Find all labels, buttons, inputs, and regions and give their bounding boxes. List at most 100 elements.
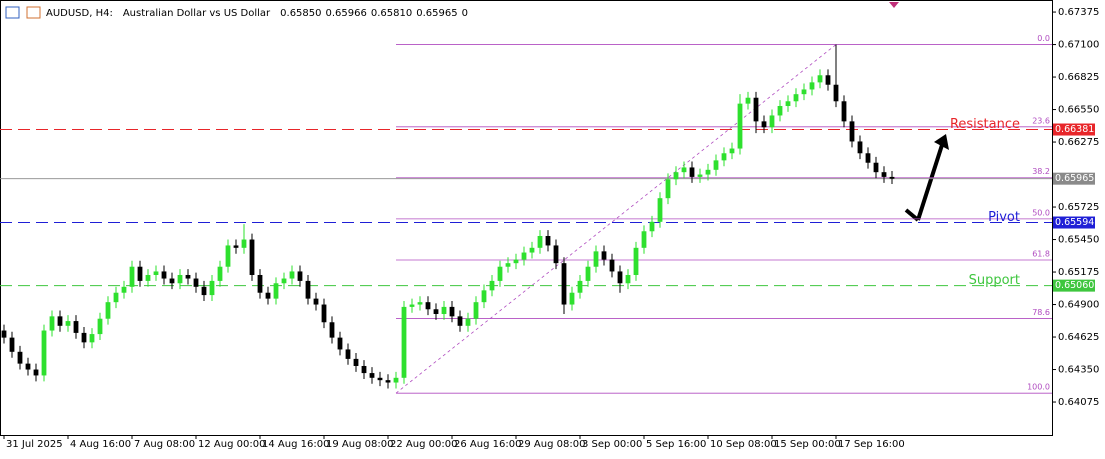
fib-level-label: 100.0 [1027, 383, 1050, 392]
ohlc-high: 0.65966 [326, 8, 367, 19]
fib-level-label: 61.8 [1032, 249, 1050, 258]
x-tick-label: 5 Sep 16:00 [646, 439, 706, 450]
candle-body [729, 148, 735, 154]
candle-body [865, 153, 871, 163]
header-extra: 0 [462, 8, 468, 19]
candle-body [473, 302, 479, 319]
price-box [1053, 279, 1095, 292]
fib-level-label: 78.6 [1032, 308, 1050, 317]
y-tick-label: 0.67100 [1058, 40, 1099, 51]
level-name: Resistance [950, 117, 1020, 132]
icon [5, 6, 20, 19]
candle-body [753, 97, 759, 122]
candle-body [273, 283, 279, 299]
candle-body [841, 101, 847, 122]
candle-body [161, 271, 167, 279]
candle-body [65, 321, 71, 326]
candle-body [57, 316, 63, 326]
candle-body [385, 380, 391, 383]
candle-body [641, 231, 647, 248]
candle-body [625, 274, 631, 284]
candle-body [417, 302, 423, 305]
candle-body [785, 101, 791, 107]
candle-body [649, 221, 655, 232]
candle-body [585, 266, 591, 281]
candle-body [713, 160, 719, 170]
y-tick-label: 0.64625 [1058, 332, 1099, 343]
candle-body [353, 358, 359, 366]
candle-body [505, 263, 511, 267]
x-tick-label: 15 Sep 00:00 [774, 439, 841, 450]
marker [889, 2, 899, 8]
price-box-label: 0.65594 [1055, 217, 1094, 228]
candle-body [409, 304, 415, 307]
y-tick-label: 0.65725 [1058, 202, 1099, 213]
arrow-stem [916, 144, 944, 221]
candle-body [689, 167, 695, 177]
level-name: Support [969, 273, 1020, 288]
level-name: Pivot [988, 210, 1020, 225]
x-tick-label: 4 Aug 16:00 [70, 439, 131, 450]
candle-body [601, 251, 607, 260]
candle-body [497, 266, 503, 281]
candle-body [569, 292, 575, 305]
candle-body [17, 351, 23, 364]
candle-body [553, 245, 559, 264]
x-tick-label: 14 Aug 16:00 [262, 439, 329, 450]
description: Australian Dollar vs US Dollar [123, 8, 271, 19]
price-box-label: 0.65060 [1055, 280, 1094, 291]
fib-level-label: 23.6 [1032, 116, 1050, 125]
arrow-head [934, 134, 949, 150]
candle-body [425, 302, 431, 310]
candle-body [89, 334, 95, 343]
candle-body [761, 121, 767, 128]
candle-body [673, 172, 679, 180]
candle-body [145, 274, 151, 281]
candle-body [169, 278, 175, 284]
candle-body [825, 75, 831, 85]
candle-body [665, 179, 671, 199]
fib-level-label: 38.2 [1032, 167, 1050, 176]
candle-body [361, 365, 367, 374]
candle-body [433, 309, 439, 314]
candle-body [577, 280, 583, 293]
candle-body [49, 316, 55, 331]
candle-body [521, 252, 527, 260]
x-tick-label: 17 Sep 16:00 [838, 439, 905, 450]
candle-body [345, 349, 351, 359]
candle-body [73, 321, 79, 333]
candle-body [97, 318, 103, 335]
candle-body [617, 271, 623, 284]
candle-body [833, 84, 839, 102]
candle-body [289, 271, 295, 279]
candle-body [561, 263, 567, 305]
candle-body [529, 247, 535, 253]
ohlc-low: 0.65810 [371, 8, 412, 19]
ohlc-close: 0.65965 [416, 8, 457, 19]
candle-body [633, 247, 639, 275]
symbol: AUDUSD, H4: [46, 8, 113, 19]
plot-frame [0, 0, 1053, 436]
candle-body [705, 169, 711, 175]
candle-body [697, 174, 703, 177]
x-tick-label: 3 Sep 00:00 [582, 439, 642, 450]
y-tick-label: 0.67375 [1058, 7, 1099, 18]
candle-body [321, 304, 327, 323]
candle-body [129, 266, 135, 287]
candle-body [769, 115, 775, 128]
candle-body [153, 271, 159, 275]
candle-body [297, 271, 303, 281]
candle-body [537, 235, 543, 248]
candle-body [873, 162, 879, 173]
y-tick-label: 0.65175 [1058, 267, 1099, 278]
ohlc-open: 0.65850 [280, 8, 321, 19]
candle-body [337, 337, 343, 350]
candle-body [33, 369, 39, 376]
candle-body [233, 245, 239, 248]
candle-body [593, 251, 599, 267]
fib-level-label: 0.0 [1037, 34, 1050, 43]
y-tick-label: 0.65450 [1058, 235, 1099, 246]
candle-body [185, 274, 191, 279]
candle-body [177, 274, 183, 284]
candle-body [9, 337, 15, 352]
